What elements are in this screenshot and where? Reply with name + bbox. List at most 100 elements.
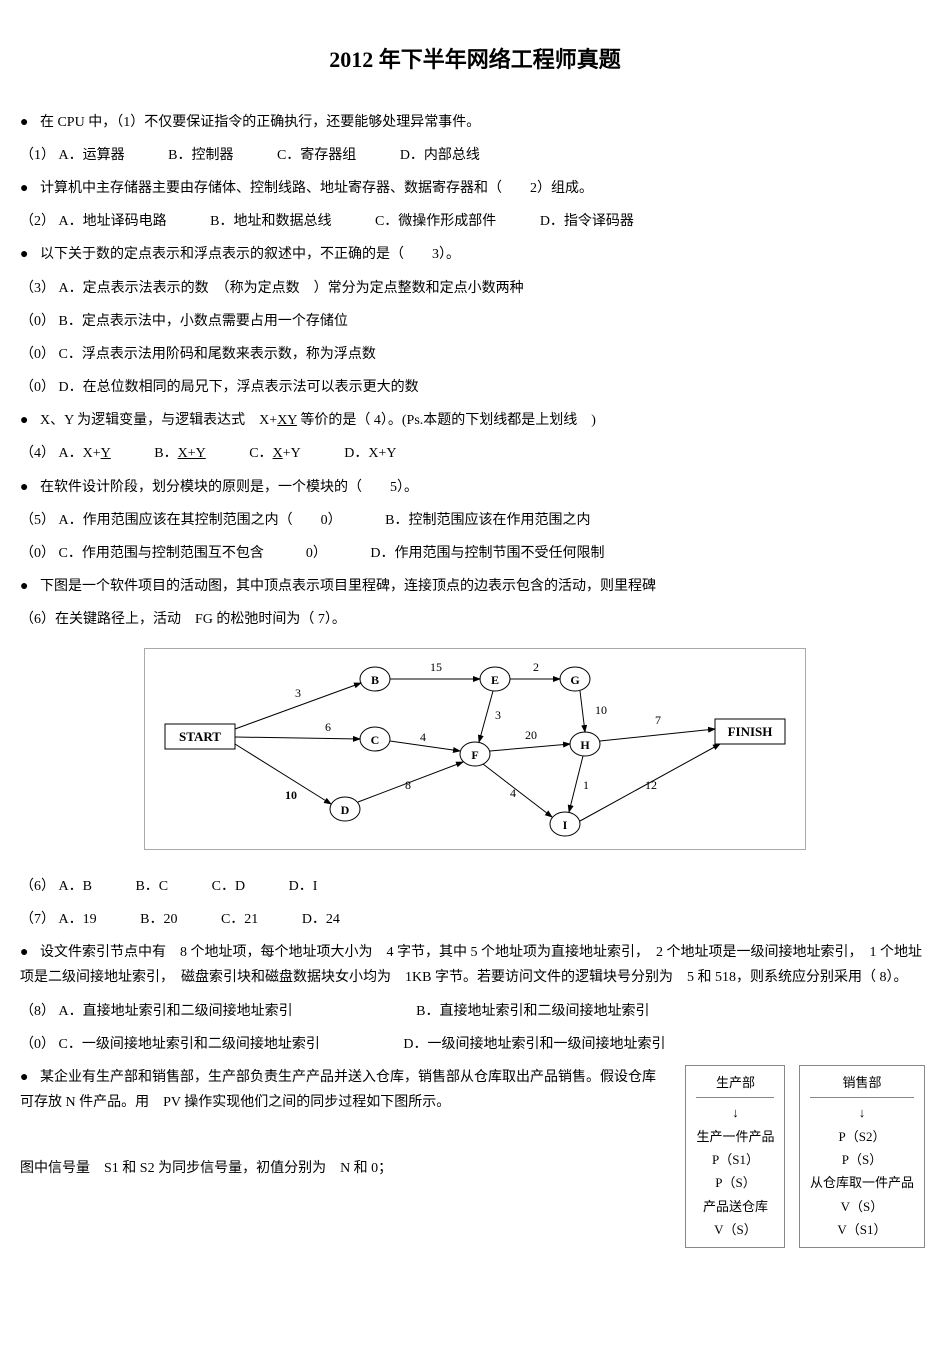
q4-c-post: +Y [283,446,301,461]
q7-b: B．20 [140,907,177,932]
q7-options: （7） A．19 B．20 C．21 D．24 [20,907,930,932]
q4-stem: X、Y 为逻辑变量，与逻辑表达式 X+XY 等价的是（ 4）。(Ps.本题的下划… [20,408,930,433]
q1-stem: 在 CPU 中，（1）不仅要保证指令的正确执行，还要能够处理异常事件。 [20,110,930,135]
q5-c: C．作用范围与控制范围互不包含 0） [59,541,327,566]
q4-b: B．X+Y [154,441,205,466]
flow-left-l4: 产品送仓库 [696,1195,774,1218]
q5-cd-line: （0） C．作用范围与控制范围互不包含 0） D．作用范围与控制节围不受任何限制 [20,541,930,566]
q8-ab-line: （8） A．直接地址索引和二级间接地址索引 B．直接地址索引和二级间接地址索引 [20,999,930,1024]
svg-text:E: E [491,673,499,687]
q6-c: C．D [212,874,245,899]
svg-text:F: F [471,748,478,762]
q3-c-pre: （0） [20,347,55,362]
q67-stem: 下图是一个软件项目的活动图，其中顶点表示项目里程碑，连接顶点的边表示包含的活动，… [20,574,930,599]
svg-text:2: 2 [533,660,539,674]
q8-a: A．直接地址索引和二级间接地址索引 [59,999,293,1024]
q7-d: D．24 [302,907,340,932]
q8-num: （8） [20,1004,55,1019]
svg-text:15: 15 [430,660,442,674]
q4-xy: XY [277,413,297,428]
q1-b: B．控制器 [168,143,233,168]
q8-d: D．一级间接地址索引和一级间接地址索引 [403,1032,665,1057]
q2-a: A．地址译码电路 [59,209,167,234]
q2-text: 计算机中主存储器主要由存储体、控制线路、地址寄存器、数据寄存器和（ 2）组成。 [40,181,593,196]
q8-text: 设文件索引节点中有 8 个地址项，每个地址项大小为 4 字节，其中 5 个地址项… [20,945,922,985]
svg-text:12: 12 [645,778,657,792]
q2-b: B．地址和数据总线 [210,209,331,234]
flow-left: 生产部 ↓ 生产一件产品 P（S1） P（S） 产品送仓库 V（S） [685,1065,785,1248]
q1-text: 在 CPU 中，（1）不仅要保证指令的正确执行，还要能够处理异常事件。 [40,115,480,130]
q6-b: B．C [135,874,168,899]
q3-d-line: （0） D．在总位数相同的局兄下，浮点表示法可以表示更大的数 [20,375,930,400]
q1-d: D．内部总线 [400,143,480,168]
svg-text:10: 10 [285,788,297,802]
q3-c-line: （0） C．浮点表示法用阶码和尾数来表示数，称为浮点数 [20,342,930,367]
svg-text:4: 4 [510,786,516,800]
q9-text: 某企业有生产部和销售部，生产部负责生产产品并送入仓库，销售部从仓库取出产品销售。… [20,1070,656,1110]
q2-c: C．微操作形成部件 [375,209,496,234]
q7-num: （7） [20,912,55,927]
q5-stem: 在软件设计阶段，划分模块的原则是，一个模块的（ 5）。 [20,475,930,500]
flow-arrow-icon: ↓ [810,1101,914,1124]
q5-d: D．作用范围与控制节围不受任何限制 [370,541,604,566]
svg-text:FINISH: FINISH [728,724,773,739]
flow-right-l5: V（S1） [810,1218,914,1241]
q4-c-pre: C． [249,446,272,461]
svg-text:H: H [580,738,590,752]
svg-text:7: 7 [655,713,661,727]
svg-text:6: 6 [325,720,331,734]
q4-a-y: Y [101,446,111,461]
activity-diagram-container: START B C D E F G H I FINISH 3 6 10 [20,648,930,859]
flow-left-l1: 生产一件产品 [696,1125,774,1148]
q4-options: （4） A．X+Y B．X+Y C．X+Y D．X+Y [20,441,930,466]
q1-a: A．运算器 [59,143,125,168]
svg-text:8: 8 [405,778,411,792]
q4-b-pre: B． [154,446,177,461]
q3-num: （3） [20,281,55,296]
flow-right: 销售部 ↓ P（S2） P（S） 从仓库取一件产品 V（S） V（S1） [799,1065,925,1248]
flow-right-header: 销售部 [810,1071,914,1098]
q3-a: A．定点表示法表示的数 （称为定点数 ）常分为定点整数和定点小数两种 [59,281,524,296]
q3-d: D．在总位数相同的局兄下，浮点表示法可以表示更大的数 [59,380,419,395]
q4-mid: 等价的是（ 4）。(Ps.本题的下划线都是上划线 ) [297,413,596,428]
q8-c: C．一级间接地址索引和二级间接地址索引 [59,1032,320,1057]
q1-c: C．寄存器组 [277,143,356,168]
svg-text:3: 3 [495,708,501,722]
q3-stem: 以下关于数的定点表示和浮点表示的叙述中，不正确的是（ 3）。 [20,242,930,267]
q6-d: D．I [289,874,318,899]
svg-text:B: B [371,673,379,687]
q4-d: D．X+Y [344,441,396,466]
q3-text: 以下关于数的定点表示和浮点表示的叙述中，不正确的是（ 3）。 [40,247,460,262]
q4-c-x: X [273,446,283,461]
flow-right-l3: 从仓库取一件产品 [810,1171,914,1194]
q4-c: C．X+Y [249,441,300,466]
q2-num: （2） [20,214,55,229]
q8-cd-line: （0） C．一级间接地址索引和二级间接地址索引 D．一级间接地址索引和一级间接地… [20,1032,930,1057]
page-title: 2012 年下半年网络工程师真题 [20,40,930,80]
q5-b: B．控制范围应该在作用范围之内 [385,508,590,533]
q5-ab-line: （5） A．作用范围应该在其控制范围之内（ 0） B．控制范围应该在作用范围之内 [20,508,930,533]
q5-num: （5） [20,513,55,528]
q6-a: A．B [59,874,92,899]
q4-b-xy: X+Y [178,446,206,461]
q6-options: （6） A．B B．C C．D D．I [20,874,930,899]
q67-stem2: （6）在关键路径上，活动 FG 的松弛时间为（ 7）。 [20,607,930,632]
q3-c: C．浮点表示法用阶码和尾数来表示数，称为浮点数 [59,347,376,362]
activity-diagram: START B C D E F G H I FINISH 3 6 10 [144,648,806,850]
flow-diagram: 生产部 ↓ 生产一件产品 P（S1） P（S） 产品送仓库 V（S） 销售部 ↓… [680,1065,930,1248]
q4-a: A．X+Y [59,441,111,466]
q3-b: B．定点表示法中，小数点需要占用一个存储位 [59,314,348,329]
q7-c: C．21 [221,907,258,932]
svg-text:3: 3 [295,686,301,700]
flow-right-l4: V（S） [810,1195,914,1218]
q3-d-pre: （0） [20,380,55,395]
q6-num: （6） [20,879,55,894]
q67-text: 下图是一个软件项目的活动图，其中顶点表示项目里程碑，连接顶点的边表示包含的活动，… [40,579,656,594]
flow-left-l2: P（S1） [696,1148,774,1171]
svg-text:20: 20 [525,728,537,742]
q5-text: 在软件设计阶段，划分模块的原则是，一个模块的（ 5）。 [40,480,418,495]
flow-arrow-icon: ↓ [696,1101,774,1124]
q2-stem: 计算机中主存储器主要由存储体、控制线路、地址寄存器、数据寄存器和（ 2）组成。 [20,176,930,201]
flow-left-header: 生产部 [696,1071,774,1098]
flow-right-l1: P（S2） [810,1125,914,1148]
